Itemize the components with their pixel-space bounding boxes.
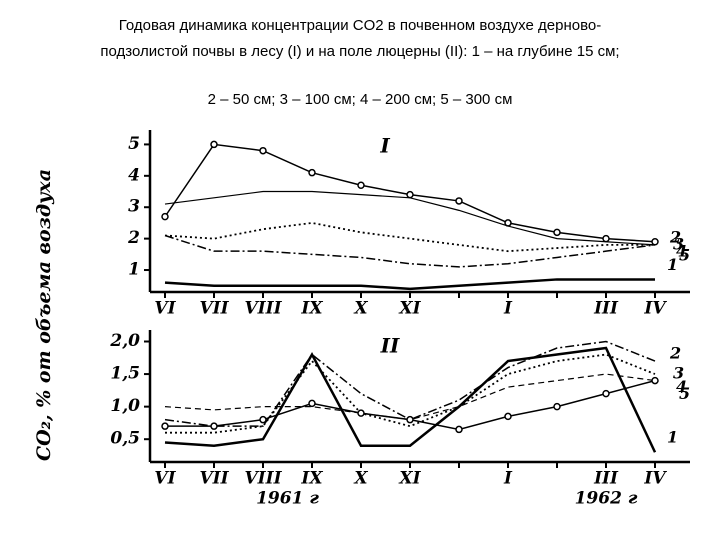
- point: [259, 146, 267, 155]
- x-tick-label: VIII: [244, 299, 282, 319]
- title-line: Годовая динамика концентрации CO2 в почв…: [119, 17, 601, 34]
- x-tick-label: IV: [643, 299, 667, 319]
- series-label: 5: [679, 384, 690, 403]
- series-label: 1: [667, 428, 678, 447]
- panel-label: I: [379, 134, 390, 158]
- y-tick-label: 2,0: [109, 331, 140, 351]
- point: [553, 402, 561, 411]
- x-tick-label: III: [593, 299, 619, 319]
- x-tick-label: I: [503, 299, 513, 319]
- x-tick-label: X: [353, 469, 368, 489]
- x-tick-label: VII: [199, 469, 229, 489]
- y-tick-label: 4: [128, 165, 140, 185]
- series-line: [164, 340, 656, 427]
- y-axis-label: CO₂, % от объема воздуха: [33, 169, 55, 461]
- series-label: 4: [676, 241, 687, 260]
- series-line: [164, 234, 656, 268]
- point: [602, 389, 610, 398]
- x-tick-label: VI: [154, 469, 176, 489]
- x-tick-label: IX: [300, 299, 323, 319]
- point: [210, 140, 218, 149]
- point: [504, 412, 512, 421]
- x-tick-label: IV: [643, 469, 667, 489]
- point: [455, 197, 463, 205]
- series-label: 1: [667, 255, 678, 274]
- x-tick-label: VII: [199, 299, 229, 319]
- series-line: [164, 278, 655, 291]
- y-tick-label: 5: [128, 134, 140, 154]
- y-tick-label: 1: [128, 260, 140, 280]
- series-line: [164, 373, 656, 421]
- y-tick-label: 1,0: [110, 396, 140, 416]
- point: [406, 190, 414, 199]
- y-tick-label: 3: [128, 197, 140, 217]
- point: [455, 425, 463, 434]
- series-label: 4: [676, 377, 687, 396]
- point: [161, 212, 169, 221]
- y-tick-label: 2: [127, 228, 140, 248]
- point: [259, 415, 267, 424]
- x-tick-label: X: [353, 299, 368, 319]
- series-line: [165, 353, 656, 434]
- point: [161, 422, 169, 430]
- point: [651, 238, 659, 246]
- point: [357, 181, 365, 189]
- y-tick-label: 0,5: [110, 429, 140, 449]
- year-label: 1961 г: [256, 489, 319, 509]
- x-tick-label: XI: [398, 299, 421, 319]
- x-tick-label: III: [593, 469, 619, 489]
- x-tick-label: IX: [300, 469, 323, 489]
- series-label: 2: [669, 227, 681, 246]
- point: [308, 399, 316, 408]
- point: [602, 234, 610, 243]
- point: [651, 376, 659, 385]
- panel-label: II: [380, 334, 400, 358]
- point: [308, 168, 316, 177]
- series-label: 2: [669, 344, 681, 363]
- y-tick-label: 1,5: [110, 364, 140, 384]
- title-line: подзолистой почвы в лесу (I) и на поле л…: [100, 43, 619, 60]
- series-label: 3: [673, 364, 684, 383]
- x-tick-label: I: [503, 469, 513, 489]
- series-label: 5: [679, 245, 690, 264]
- point: [553, 228, 561, 237]
- x-tick-label: VIII: [244, 469, 282, 489]
- point: [406, 415, 414, 424]
- series-line: [164, 190, 656, 246]
- x-tick-label: XI: [398, 469, 421, 489]
- year-label: 1962 г: [575, 489, 638, 509]
- series-label: 3: [673, 234, 684, 253]
- x-tick-label: VI: [154, 299, 176, 319]
- series-line: [164, 222, 655, 253]
- point: [210, 422, 218, 430]
- point: [504, 219, 512, 227]
- point: [357, 409, 365, 417]
- title-line: 2 – 50 см; 3 – 100 см; 4 – 200 см; 5 – 3…: [208, 91, 513, 108]
- series-line: [164, 346, 657, 453]
